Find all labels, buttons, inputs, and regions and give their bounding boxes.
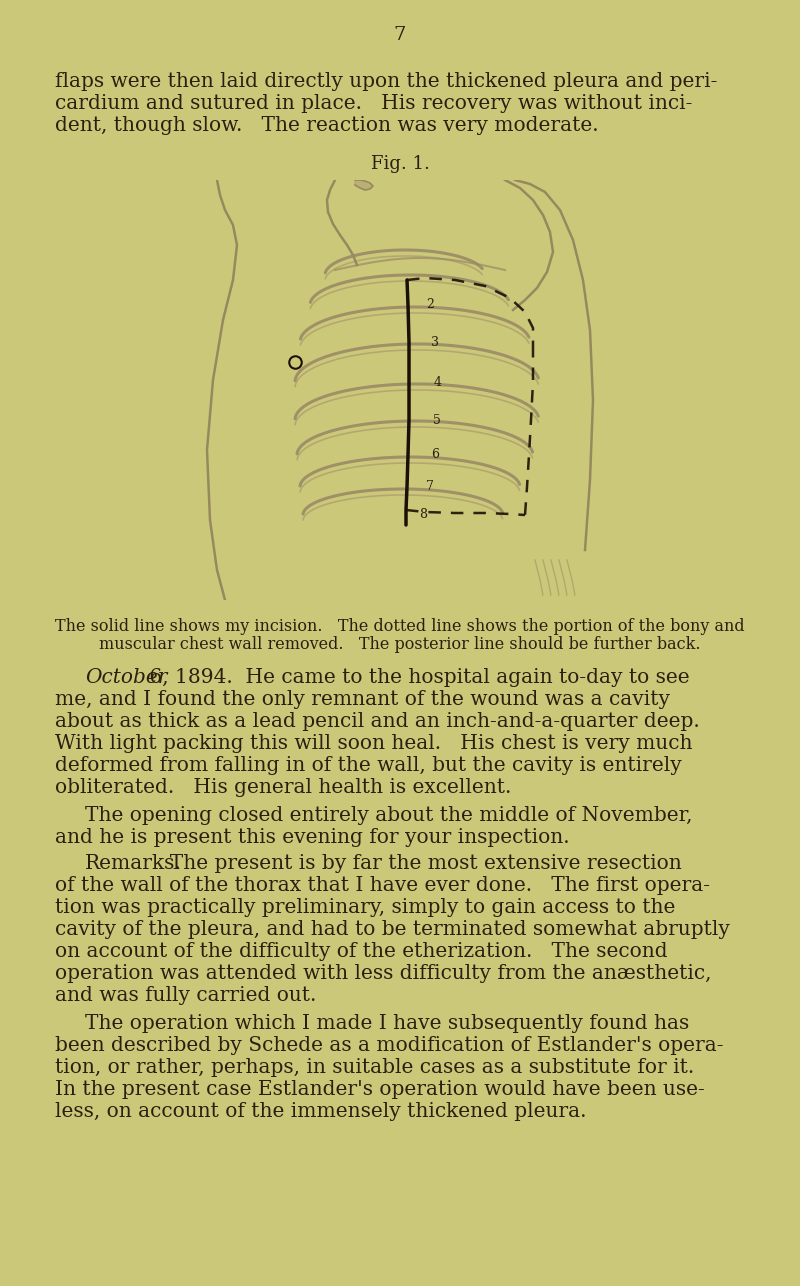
- Text: With light packing this will soon heal.   His chest is very much: With light packing this will soon heal. …: [55, 734, 693, 754]
- Text: 4: 4: [434, 376, 442, 388]
- Text: Remarks.: Remarks.: [85, 854, 182, 873]
- Polygon shape: [355, 180, 373, 190]
- Text: about as thick as a lead pencil and an inch-and-a-quarter deep.: about as thick as a lead pencil and an i…: [55, 712, 700, 730]
- Text: dent, though slow.   The reaction was very moderate.: dent, though slow. The reaction was very…: [55, 116, 598, 135]
- Text: cavity of the pleura, and had to be terminated somewhat abruptly: cavity of the pleura, and had to be term…: [55, 919, 730, 939]
- Text: 8: 8: [419, 508, 427, 522]
- Text: and was fully carried out.: and was fully carried out.: [55, 986, 316, 1004]
- Text: tion, or rather, perhaps, in suitable cases as a substitute for it.: tion, or rather, perhaps, in suitable ca…: [55, 1058, 694, 1076]
- Text: cardium and sutured in place.   His recovery was without inci-: cardium and sutured in place. His recove…: [55, 94, 692, 113]
- Text: 6, 1894.  He came to the hospital again to-day to see: 6, 1894. He came to the hospital again t…: [143, 667, 690, 687]
- Text: less, on account of the immensely thickened pleura.: less, on account of the immensely thicke…: [55, 1102, 586, 1121]
- Text: 7: 7: [426, 481, 434, 494]
- Text: of the wall of the thorax that I have ever done.   The first opera-: of the wall of the thorax that I have ev…: [55, 876, 710, 895]
- Text: obliterated.   His general health is excellent.: obliterated. His general health is excel…: [55, 778, 511, 797]
- Text: flaps were then laid directly upon the thickened pleura and peri-: flaps were then laid directly upon the t…: [55, 72, 718, 91]
- Text: me, and I found the only remnant of the wound was a cavity: me, and I found the only remnant of the …: [55, 691, 670, 709]
- Text: 2: 2: [426, 298, 434, 311]
- Text: 3: 3: [431, 336, 439, 349]
- Text: The present is by far the most extensive resection: The present is by far the most extensive…: [157, 854, 682, 873]
- Text: 7: 7: [394, 26, 406, 44]
- Text: 6: 6: [431, 449, 439, 462]
- Text: on account of the difficulty of the etherization.   The second: on account of the difficulty of the ethe…: [55, 943, 668, 961]
- Text: The opening closed entirely about the middle of November,: The opening closed entirely about the mi…: [85, 806, 693, 826]
- Text: tion was practically preliminary, simply to gain access to the: tion was practically preliminary, simply…: [55, 898, 675, 917]
- Text: been described by Schede as a modification of Estlander's opera-: been described by Schede as a modificati…: [55, 1037, 723, 1055]
- Text: In the present case Estlander's operation would have been use-: In the present case Estlander's operatio…: [55, 1080, 705, 1100]
- Text: operation was attended with less difficulty from the anæsthetic,: operation was attended with less difficu…: [55, 964, 711, 983]
- Text: deformed from falling in of the wall, but the cavity is entirely: deformed from falling in of the wall, bu…: [55, 756, 682, 775]
- Text: The solid line shows my incision.   The dotted line shows the portion of the bon: The solid line shows my incision. The do…: [55, 619, 745, 635]
- Text: Fig. 1.: Fig. 1.: [370, 156, 430, 174]
- Text: and he is present this evening for your inspection.: and he is present this evening for your …: [55, 828, 570, 847]
- Text: 5: 5: [433, 414, 441, 427]
- Text: The operation which I made I have subsequently found has: The operation which I made I have subseq…: [85, 1013, 690, 1033]
- Text: October: October: [85, 667, 167, 687]
- Text: muscular chest wall removed.   The posterior line should be further back.: muscular chest wall removed. The posteri…: [99, 637, 701, 653]
